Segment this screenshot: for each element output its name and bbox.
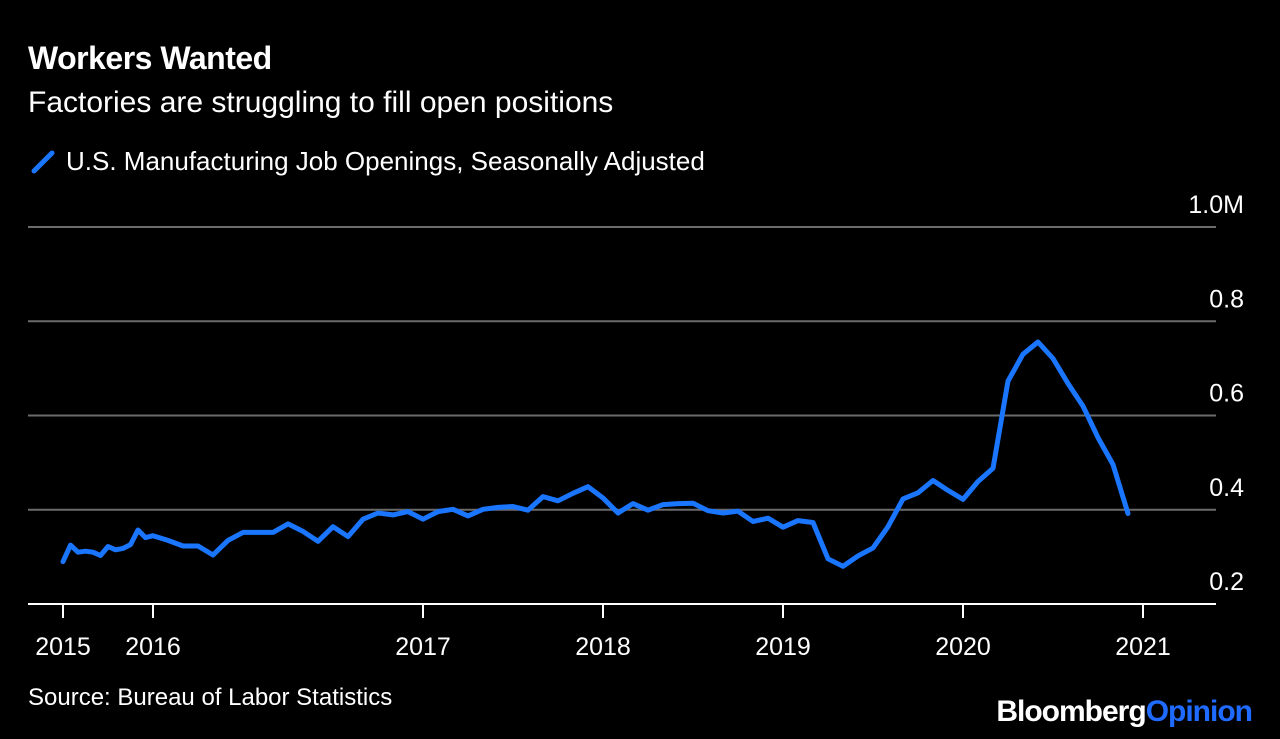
y-tick-label: 0.6 bbox=[1209, 380, 1244, 408]
y-tick-label: 0.2 bbox=[1209, 568, 1244, 596]
y-tick-label: 0.8 bbox=[1209, 285, 1244, 313]
x-tick-label: 2019 bbox=[755, 633, 811, 661]
x-tick-label: 2015 bbox=[35, 633, 91, 661]
x-tick-label: 2020 bbox=[935, 633, 991, 661]
brand-logo: BloombergOpinion bbox=[996, 695, 1253, 728]
y-tick-label: 1.0M bbox=[1188, 191, 1244, 219]
chart-subtitle: Factories are struggling to fill open po… bbox=[28, 86, 614, 119]
y-tick-label: 0.4 bbox=[1209, 474, 1244, 502]
legend-label: U.S. Manufacturing Job Openings, Seasona… bbox=[66, 146, 705, 176]
legend: U.S. Manufacturing Job Openings, Seasona… bbox=[30, 146, 705, 177]
legend-line-icon bbox=[31, 150, 55, 173]
x-tick-label: 2017 bbox=[395, 633, 451, 661]
x-tick-label: 2018 bbox=[575, 633, 631, 661]
source-note: Source: Bureau of Labor Statistics bbox=[28, 684, 393, 711]
series-line bbox=[60, 339, 1131, 569]
x-tick-label: 2021 bbox=[1115, 633, 1171, 661]
chart-title: Workers Wanted bbox=[28, 40, 272, 76]
x-tick-label: 2016 bbox=[125, 633, 181, 661]
